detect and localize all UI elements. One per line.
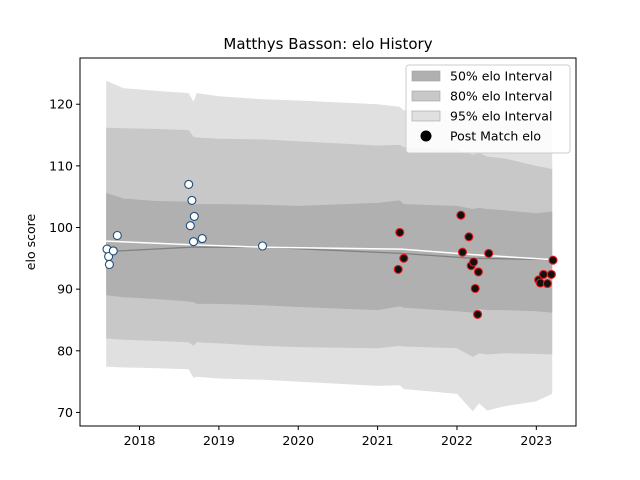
x-tick-label-2021: 2021: [362, 433, 394, 448]
post-match-point-s1-2: [393, 264, 403, 274]
post-match-point-s1-7: [469, 257, 479, 267]
post-match-point-s1-14: [538, 269, 549, 279]
y-tick-label-90: 90: [57, 282, 73, 297]
x-tick-label-2020: 2020: [282, 433, 314, 448]
plot-area: [102, 80, 558, 412]
y-tick-label-110: 110: [49, 158, 73, 173]
legend-swatch-0: [411, 70, 441, 82]
x-tick-label-2018: 2018: [124, 433, 156, 448]
post-match-point-s1-11: [484, 248, 494, 258]
y-tick-label-80: 80: [57, 343, 73, 358]
legend-box: [405, 64, 571, 154]
post-match-point-s0-2: [104, 259, 114, 270]
post-match-point-s0-6: [187, 195, 197, 205]
post-match-point-s1-10: [473, 309, 483, 319]
y-tick-label-100: 100: [49, 220, 73, 235]
post-match-point-s1-15: [542, 279, 552, 289]
post-match-point-s1-9: [473, 267, 483, 277]
legend: 50% elo Interval 80% elo Interval 95% elo …: [405, 64, 571, 154]
x-tick-label-2022: 2022: [441, 433, 473, 448]
post-match-point-s0-3: [108, 246, 118, 256]
post-match-point-s0-5: [184, 179, 194, 189]
post-match-point-s0-4: [112, 230, 122, 241]
plot-frame: [79, 57, 577, 427]
legend-label-3: Post Match elo: [450, 129, 541, 144]
post-match-point-s1-8: [470, 283, 480, 294]
chart-title: Matthys Basson: elo History: [223, 35, 432, 53]
x-axis: 2018 2019 2020 2021 2022 2023: [124, 426, 552, 448]
post-match-point-s1-4: [457, 247, 468, 257]
post-match-point-s1-16: [546, 269, 556, 279]
post-match-point-s1-3: [456, 210, 466, 220]
post-match-point-s1-17: [548, 255, 558, 265]
y-tick-label-70: 70: [57, 405, 73, 420]
mean-elo-line: [106, 246, 553, 261]
band-50-interval: [106, 193, 553, 313]
post-match-point-s0-10: [197, 234, 207, 244]
x-tick-label-2019: 2019: [203, 433, 235, 448]
legend-marker-3: [420, 130, 432, 142]
legend-swatch-2: [411, 110, 441, 122]
y-axis: 70 80 90 100 110 120: [49, 97, 80, 420]
post-match-point-s1-0: [395, 227, 405, 237]
post-match-point-s0-7: [185, 221, 195, 231]
legend-label-2: 95% elo Interval: [450, 109, 552, 124]
post-match-point-s1-1: [399, 253, 409, 263]
post-match-point-s1-5: [464, 232, 474, 242]
post-match-point-s0-9: [188, 237, 199, 247]
legend-swatch-1: [411, 90, 441, 102]
post-match-point-s0-8: [189, 211, 199, 221]
post-match-point-s0-11: [257, 241, 268, 251]
legend-label-1: 80% elo Interval: [450, 89, 552, 104]
legend-label-0: 50% elo Interval: [450, 69, 552, 84]
y-tick-label-120: 120: [49, 97, 73, 112]
y-axis-title: elo score: [23, 214, 38, 271]
x-tick-label-2023: 2023: [520, 433, 552, 448]
